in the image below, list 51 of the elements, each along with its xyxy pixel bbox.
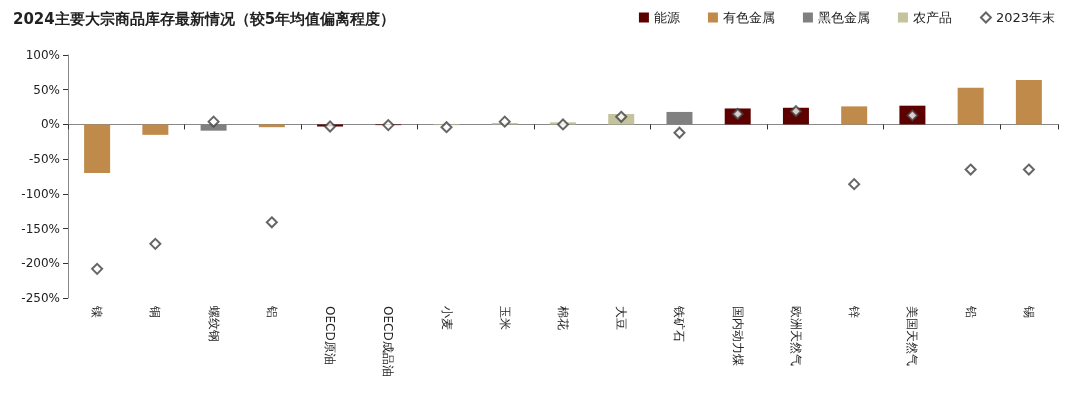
bar: [957, 87, 984, 125]
y-tick-label: 100%: [25, 48, 60, 62]
legend-label: 有色金属: [722, 10, 775, 25]
x-tick-label: 棉花: [556, 306, 570, 330]
x-tick-label: 玉米: [497, 306, 512, 330]
bar: [258, 124, 285, 128]
bar: [1015, 79, 1042, 125]
x-tick-label: 锌: [847, 305, 862, 318]
x-tick-label: 欧洲天然气: [788, 306, 803, 366]
x-tick-label: 大豆: [614, 306, 629, 330]
x-tick-label: 镍: [90, 305, 105, 318]
point: [1022, 163, 1035, 176]
x-tick-label: OECD原油: [323, 306, 338, 365]
x-tick-label: 小麦: [439, 306, 454, 330]
x-tick-label: 锡: [1021, 305, 1036, 318]
y-tick-label: -50%: [28, 152, 60, 167]
x-tick-label: 铅: [963, 305, 978, 318]
point: [265, 216, 278, 229]
x-tick-label: 美国天然气: [905, 306, 920, 366]
point: [207, 115, 220, 128]
y-tick-label: -250%: [21, 291, 60, 305]
x-tick-label: 铝: [264, 305, 279, 318]
x-tick-label: 铜: [148, 305, 163, 318]
legend-label: 能源: [653, 10, 680, 25]
point: [440, 121, 453, 134]
y-tick-label: -150%: [21, 221, 60, 236]
point: [615, 110, 628, 123]
point: [673, 126, 686, 139]
y-tick-label: -100%: [21, 186, 60, 201]
chart-title: 2024主要大宗商品库存最新情况（较5年均值偏离程度）: [13, 9, 396, 28]
y-tick-label: -200%: [21, 256, 60, 271]
point: [498, 115, 511, 128]
point: [848, 178, 861, 191]
point: [382, 119, 395, 132]
y-tick-label: 50%: [33, 82, 60, 97]
legend-label: 2023年末: [995, 10, 1056, 25]
x-tick-label: OECD成品油: [381, 306, 396, 377]
point: [557, 118, 569, 131]
y-tick-label: 0%: [40, 117, 60, 132]
x-tick-label: 铁矿石: [672, 305, 687, 342]
point: [964, 163, 977, 176]
legend-label: 黑色金属: [817, 10, 870, 25]
point: [149, 237, 162, 250]
point: [324, 120, 337, 133]
bar: [142, 124, 169, 135]
x-tick-label: 国内动力煤: [730, 306, 745, 366]
bar: [84, 124, 111, 174]
point: [91, 262, 104, 275]
bar: [841, 106, 868, 125]
x-tick-label: 螺纹钢: [206, 306, 221, 342]
legend-label: 农产品: [912, 10, 952, 25]
